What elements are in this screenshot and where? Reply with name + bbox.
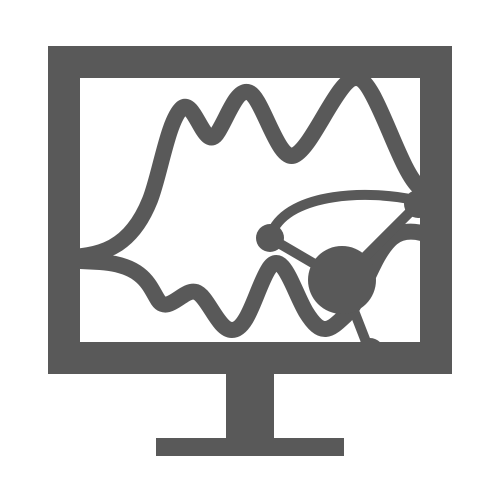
network-node	[256, 224, 284, 252]
network-hub	[308, 246, 376, 314]
monitor-stand-base	[156, 438, 344, 456]
analytics-monitor-icon	[0, 0, 500, 500]
monitor-stand-neck	[226, 374, 274, 438]
screen-content	[60, 78, 440, 366]
waveform-path	[60, 78, 440, 330]
